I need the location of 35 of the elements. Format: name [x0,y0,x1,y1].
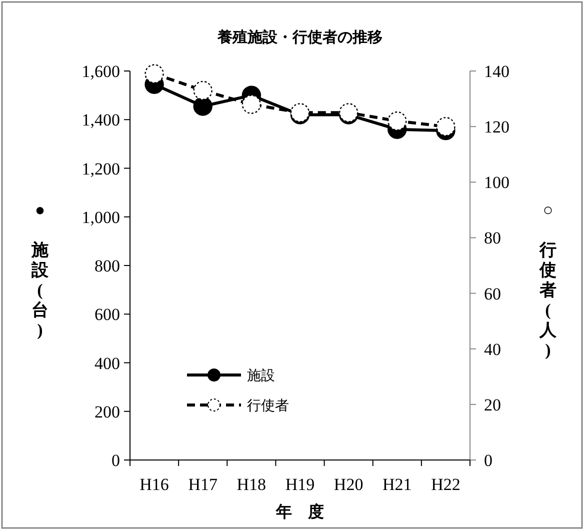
x-axis-title: 年 度 [275,502,324,521]
point [436,116,456,136]
x-tick-label: H21 [382,475,412,494]
y-tick-label: 1,400 [82,110,120,130]
legend-label: 施設 [247,368,275,384]
y-tick-label: 400 [94,354,120,373]
x-tick-label: H22 [431,475,460,494]
y2-tick-label: 80 [484,228,501,248]
y2-tick-label: 140 [484,62,510,81]
y-tick-label: 0 [112,451,120,470]
y-tick-label: 1,200 [82,159,120,178]
y2-tick-label: 20 [484,395,501,414]
chart-title: 養殖施設・行使者の推移 [216,29,382,46]
legend-label: 行使者 [247,398,289,414]
y2-tick-label: 0 [484,451,492,470]
point [144,64,164,84]
y-tick-label: 1,600 [82,62,120,81]
y-tick-label: 1,000 [82,208,120,227]
y2-tick-label: 40 [484,340,501,359]
point [388,111,407,131]
text: ○ 行使者(人) [540,200,556,360]
x-tick-label: H19 [285,475,315,494]
y2-tick-label: 60 [484,284,501,304]
x-tick-label: H18 [236,475,266,494]
point [193,96,212,116]
point [242,94,262,114]
y-tick-label: 600 [94,305,120,324]
x-tick-label: H16 [140,475,169,494]
y2-tick-label: 100 [484,173,510,192]
x-tick-label: H17 [188,475,218,494]
text: ● 施設(台) [32,200,48,340]
y-tick-label: 200 [94,402,120,422]
y2-tick-label: 120 [484,118,510,137]
x-tick-label: H20 [334,475,364,494]
y-tick-label: 800 [94,256,120,276]
